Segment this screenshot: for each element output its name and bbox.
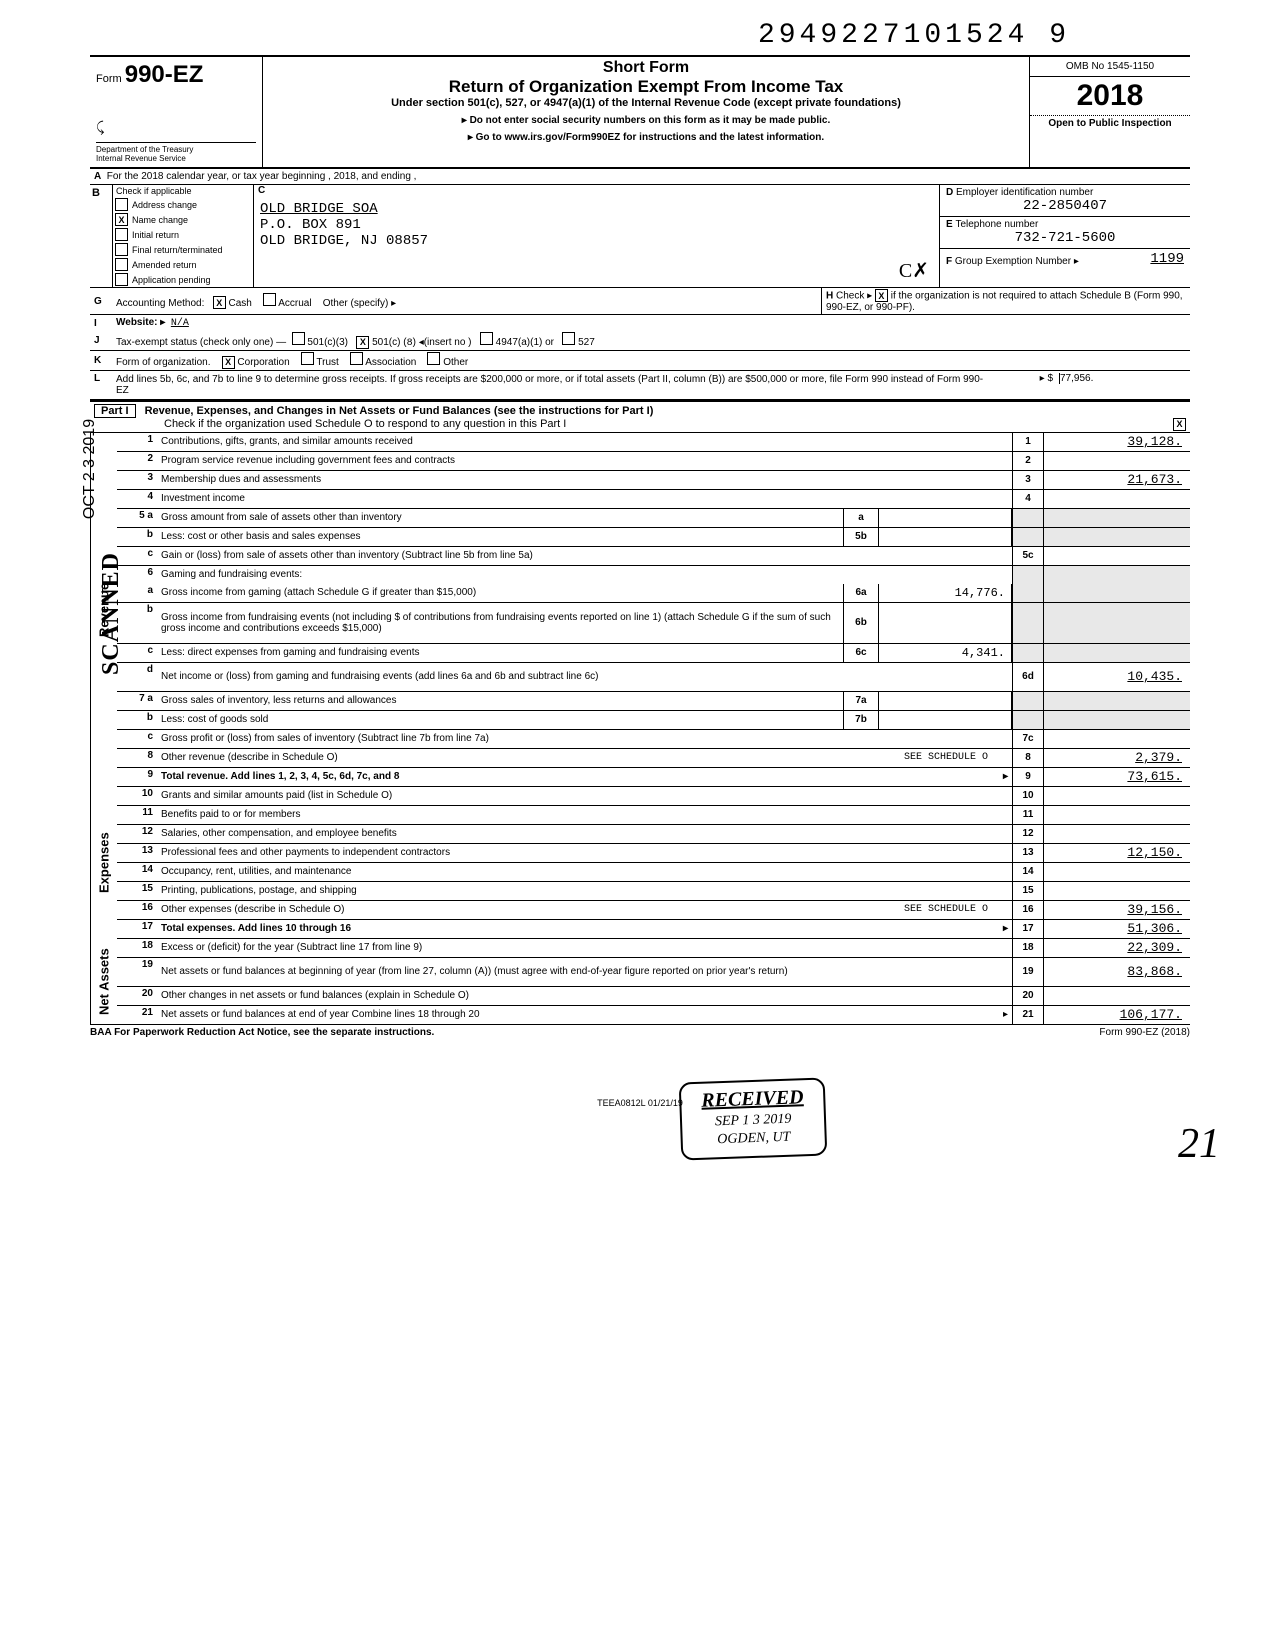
val-11 — [1043, 806, 1190, 824]
chk-other[interactable] — [427, 352, 440, 365]
chk-accrual[interactable] — [263, 293, 276, 306]
line-a-text: For the 2018 calendar year, or tax year … — [107, 171, 417, 182]
line-g: G Accounting Method: X Cash Accrual Othe… — [90, 288, 1190, 315]
org-addr1: P.O. BOX 891 — [260, 217, 361, 233]
val-12 — [1043, 825, 1190, 843]
val-8: 2,379. — [1043, 749, 1190, 767]
org-name: OLD BRIDGE SOA — [260, 201, 378, 217]
chk-sched-o[interactable]: X — [1173, 418, 1186, 431]
line-i: I Website: ▸ N/A — [90, 315, 1190, 331]
val-15 — [1043, 882, 1190, 900]
form-prefix: Form — [96, 73, 122, 85]
dept: Department of the Treasury Internal Reve… — [96, 142, 256, 163]
teea-code: TEEA0812L 01/21/19 — [90, 1098, 1190, 1108]
dln: 2949227101524 9 — [90, 20, 1190, 51]
val-6c: 4,341. — [879, 644, 1012, 662]
d-label: Employer identification number — [956, 187, 1093, 198]
chk-name[interactable]: X — [115, 213, 128, 226]
val-14 — [1043, 863, 1190, 881]
open-inspection: Open to Public Inspection — [1030, 116, 1190, 131]
tax-year: 2018 — [1030, 77, 1190, 116]
val-4 — [1043, 490, 1190, 508]
val-21: 106,177. — [1043, 1006, 1190, 1024]
val-9: 73,615. — [1043, 768, 1190, 786]
label-b: B — [90, 185, 113, 287]
gross-receipts: 77,956. — [1059, 373, 1190, 384]
footer-left: BAA For Paperwork Reduction Act Notice, … — [90, 1027, 434, 1038]
form-number: Form 990-EZ — [96, 61, 256, 89]
header-right: OMB No 1545-1150 2018 Open to Public Ins… — [1030, 57, 1190, 167]
expenses-section: Expenses 10Grants and similar amounts pa… — [90, 787, 1190, 939]
val-16: 39,156. — [1043, 901, 1190, 919]
footer-right: Form 990-EZ (2018) — [1099, 1027, 1190, 1038]
title-main: Return of Organization Exempt From Incom… — [271, 77, 1021, 97]
ein: 22-2850407 — [946, 198, 1184, 214]
val-18: 22,309. — [1043, 939, 1190, 957]
chk-app[interactable] — [115, 273, 128, 286]
chk-cash[interactable]: X — [213, 296, 226, 309]
ssn-warning: Do not enter social security numbers on … — [271, 115, 1021, 126]
check-column: Check if applicable Address change XName… — [113, 185, 254, 287]
stamp-received: RECEIVED SEP 1 3 2019 OGDEN, UT — [679, 1077, 828, 1160]
omb-no: OMB No 1545-1150 — [1030, 57, 1190, 77]
val-17: 51,306. — [1043, 920, 1190, 938]
val-2 — [1043, 452, 1190, 470]
header-center: Short Form Return of Organization Exempt… — [263, 57, 1030, 167]
chk-amend[interactable] — [115, 258, 128, 271]
phone: 732-721-5600 — [946, 230, 1184, 246]
line-k: K Form of organization. X Corporation Tr… — [90, 351, 1190, 371]
val-1: 39,128. — [1043, 433, 1190, 451]
val-7c — [1043, 730, 1190, 748]
line-a: A For the 2018 calendar year, or tax yea… — [90, 169, 1190, 185]
val-6d: 10,435. — [1043, 663, 1190, 691]
group-exempt: 1199 — [1150, 251, 1184, 267]
val-6a: 14,776. — [879, 584, 1012, 602]
val-3: 21,673. — [1043, 471, 1190, 489]
header-left: Form 990-EZ ⤹ Department of the Treasury… — [90, 57, 263, 167]
form-page: 2949227101524 9 Form 990-EZ ⤹ Department… — [90, 20, 1190, 1108]
val-5c — [1043, 547, 1190, 565]
chk-527[interactable] — [562, 332, 575, 345]
title-sub: Under section 501(c), 527, or 4947(a)(1)… — [271, 97, 1021, 109]
form-header: Form 990-EZ ⤹ Department of the Treasury… — [90, 55, 1190, 169]
page-initial: 21 — [1178, 1120, 1220, 1168]
side-expenses: Expenses — [90, 787, 117, 939]
goto-link: Go to www.irs.gov/Form990EZ for instruct… — [271, 132, 1021, 143]
val-19: 83,868. — [1043, 958, 1190, 986]
chk-assoc[interactable] — [350, 352, 363, 365]
val-10 — [1043, 787, 1190, 805]
part-i-header: Part I Revenue, Expenses, and Changes in… — [90, 400, 1190, 433]
e-label: Telephone number — [955, 219, 1038, 230]
chk-init[interactable] — [115, 228, 128, 241]
netassets-section: Net Assets 18Excess or (deficit) for the… — [90, 939, 1190, 1024]
val-13: 12,150. — [1043, 844, 1190, 862]
form-num: 990-EZ — [125, 61, 204, 88]
org-addr2: OLD BRIDGE, NJ 08857 — [260, 233, 428, 249]
val-20 — [1043, 987, 1190, 1005]
col-c: C OLD BRIDGE SOA P.O. BOX 891 OLD BRIDGE… — [254, 185, 939, 287]
chk-final[interactable] — [115, 243, 128, 256]
f-label: Group Exemption Number — [955, 256, 1071, 267]
line-l: L Add lines 5b, 6c, and 7b to line 9 to … — [90, 371, 1190, 400]
line-j: J Tax-exempt status (check only one) — 5… — [90, 331, 1190, 351]
chk-4947[interactable] — [480, 332, 493, 345]
revenue-section: Revenue 1Contributions, gifts, grants, a… — [90, 433, 1190, 787]
chk-501c[interactable]: X — [356, 336, 369, 349]
side-netassets: Net Assets — [90, 939, 117, 1024]
website: N/A — [171, 318, 189, 329]
chk-addr[interactable] — [115, 198, 128, 211]
side-revenue: Revenue — [90, 433, 117, 787]
title-short: Short Form — [271, 59, 1021, 77]
section-b: B Check if applicable Address change XNa… — [90, 185, 1190, 288]
col-def: D Employer identification number 22-2850… — [939, 185, 1190, 287]
chk-501c3[interactable] — [292, 332, 305, 345]
footer: BAA For Paperwork Reduction Act Notice, … — [90, 1024, 1190, 1038]
chk-trust[interactable] — [301, 352, 314, 365]
chk-h[interactable]: X — [875, 289, 888, 302]
chk-corp[interactable]: X — [222, 356, 235, 369]
